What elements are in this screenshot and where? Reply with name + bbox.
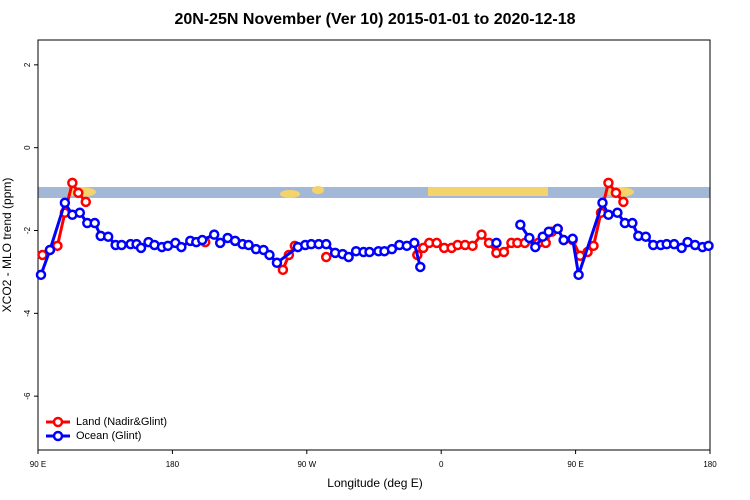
data-point xyxy=(386,243,398,255)
x-axis-label: Longitude (deg E) xyxy=(327,476,422,490)
data-point xyxy=(603,209,614,221)
data-point xyxy=(603,177,614,189)
data-point xyxy=(116,239,127,251)
legend-marker xyxy=(52,416,64,428)
data-point xyxy=(588,240,599,252)
y-tick-label: 2 xyxy=(23,62,32,67)
data-point xyxy=(552,223,563,235)
data-point xyxy=(59,197,71,209)
x-tick-label: 180 xyxy=(166,460,180,469)
data-point xyxy=(467,240,478,252)
x-tick-label: 90 E xyxy=(30,460,46,469)
y-tick-label: -6 xyxy=(23,392,32,400)
data-point xyxy=(364,246,375,258)
data-point xyxy=(35,269,47,281)
data-point xyxy=(102,231,114,242)
data-point xyxy=(676,242,687,254)
data-point xyxy=(515,219,526,230)
y-axis-label: XCO2 - MLO trend (ppm) xyxy=(0,178,14,313)
y-tick-label: 0 xyxy=(23,145,32,150)
data-point xyxy=(277,264,289,276)
data-point xyxy=(543,226,554,237)
data-point xyxy=(73,187,84,199)
data-point xyxy=(271,257,283,269)
data-point xyxy=(214,237,226,249)
data-point xyxy=(558,234,569,246)
legend-label: Ocean (Glint) xyxy=(76,430,141,442)
data-point xyxy=(640,231,652,242)
data-point xyxy=(264,249,275,261)
data-point xyxy=(415,261,426,273)
data-point xyxy=(208,229,220,240)
data-point xyxy=(431,237,442,249)
data-point xyxy=(409,237,420,249)
data-point xyxy=(567,233,578,245)
data-point xyxy=(74,207,86,218)
data-point xyxy=(491,237,502,249)
data-point xyxy=(703,240,714,252)
legend-marker xyxy=(52,430,64,442)
data-point xyxy=(524,232,535,244)
data-point xyxy=(197,234,208,246)
x-tick-label: 180 xyxy=(703,460,717,469)
data-point xyxy=(320,238,332,250)
data-point xyxy=(67,177,78,189)
x-tick-label: 90 W xyxy=(297,460,316,469)
data-point xyxy=(573,269,584,281)
data-point xyxy=(320,251,332,263)
data-point xyxy=(610,187,622,199)
x-tick-label: 0 xyxy=(439,460,444,469)
data-point xyxy=(89,217,100,229)
data-point xyxy=(612,207,623,218)
chart-title: 20N-25N November (Ver 10) 2015-01-01 to … xyxy=(174,11,575,28)
data-point xyxy=(618,196,629,208)
legend-label: Land (Nadir&Glint) xyxy=(76,416,167,428)
y-tick-label: -4 xyxy=(23,309,32,317)
data-point xyxy=(530,241,541,253)
data-point xyxy=(343,251,354,263)
data-point xyxy=(498,246,510,258)
data-point xyxy=(597,197,608,209)
data-point xyxy=(135,242,147,254)
data-point xyxy=(627,217,638,229)
x-tick-label: 90 E xyxy=(567,460,583,469)
data-point xyxy=(52,240,63,252)
data-point xyxy=(476,229,487,240)
data-point xyxy=(80,196,92,208)
data-point xyxy=(243,239,254,251)
data-point xyxy=(44,244,56,256)
data-point xyxy=(37,249,48,261)
data-point xyxy=(176,241,187,253)
y-tick-label: -2 xyxy=(23,226,32,234)
